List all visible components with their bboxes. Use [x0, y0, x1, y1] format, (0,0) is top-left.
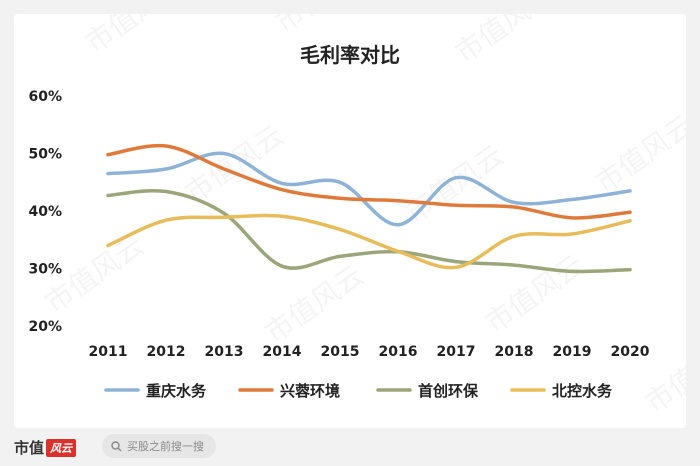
series-line-3 [106, 213, 632, 270]
x-axis-ticks: 2011 2012 2013 2014 2015 2016 2017 2018 2019 2020 [89, 344, 650, 360]
y-axis-ticks: 20% 30% 40% 50% 60% [28, 89, 62, 335]
x-tick-label: 2015 [321, 344, 360, 360]
x-tick-label: 2011 [89, 344, 128, 360]
series-layer [106, 143, 632, 274]
watermark-text: 市值风云 [259, 258, 370, 349]
watermark-text: 市值风云 [589, 108, 686, 199]
line-chart: 市值风云市值风云市值风云市值风云市值风云市值风云市值风云市值风云市值风云市值风云… [28, 14, 686, 420]
y-tick-label: 20% [28, 319, 62, 335]
brand-logo[interactable]: 市值 风云 [14, 437, 77, 458]
watermark-text: 市值风云 [449, 14, 560, 70]
x-tick-label: 2016 [379, 344, 418, 360]
y-tick-label: 60% [28, 89, 62, 105]
watermark-text: 市值风云 [479, 248, 590, 339]
legend: 重庆水务 兴蓉环境 首创环保 北控水务 [104, 382, 613, 400]
watermark-text: 市值风云 [179, 118, 290, 209]
watermark-text: 市值风云 [79, 14, 190, 60]
brand-text: 市值 [14, 439, 45, 457]
search-icon [111, 440, 122, 451]
y-tick-label: 40% [28, 204, 62, 220]
watermark-text: 市值风云 [639, 328, 686, 419]
search-placeholder: 买股之前搜一搜 [127, 440, 204, 453]
series-line-1 [106, 143, 632, 220]
chart-title: 毛利率对比 [300, 43, 400, 67]
series-line-0 [106, 151, 632, 227]
footer-bar: 市值 风云 买股之前搜一搜 [0, 428, 700, 466]
search-input[interactable]: 买股之前搜一搜 [102, 434, 216, 458]
series-line-2 [106, 189, 632, 274]
chart-card: 市值风云市值风云市值风云市值风云市值风云市值风云市值风云市值风云市值风云市值风云… [14, 14, 686, 428]
x-tick-label: 2013 [205, 344, 244, 360]
x-tick-label: 2017 [437, 344, 476, 360]
x-tick-label: 2018 [495, 344, 534, 360]
x-tick-label: 2014 [263, 344, 302, 360]
legend-label-0: 重庆水务 [146, 382, 207, 400]
y-tick-label: 50% [28, 147, 62, 163]
x-tick-label: 2020 [611, 344, 650, 360]
x-tick-label: 2012 [147, 344, 186, 360]
legend-label-2: 首创环保 [418, 382, 479, 400]
legend-label-1: 兴蓉环境 [280, 382, 340, 400]
x-tick-label: 2019 [553, 344, 592, 360]
legend-label-3: 北控水务 [552, 382, 613, 400]
brand-badge: 风云 [46, 438, 77, 457]
y-tick-label: 30% [28, 262, 62, 278]
watermark-text: 市值风云 [269, 14, 380, 40]
